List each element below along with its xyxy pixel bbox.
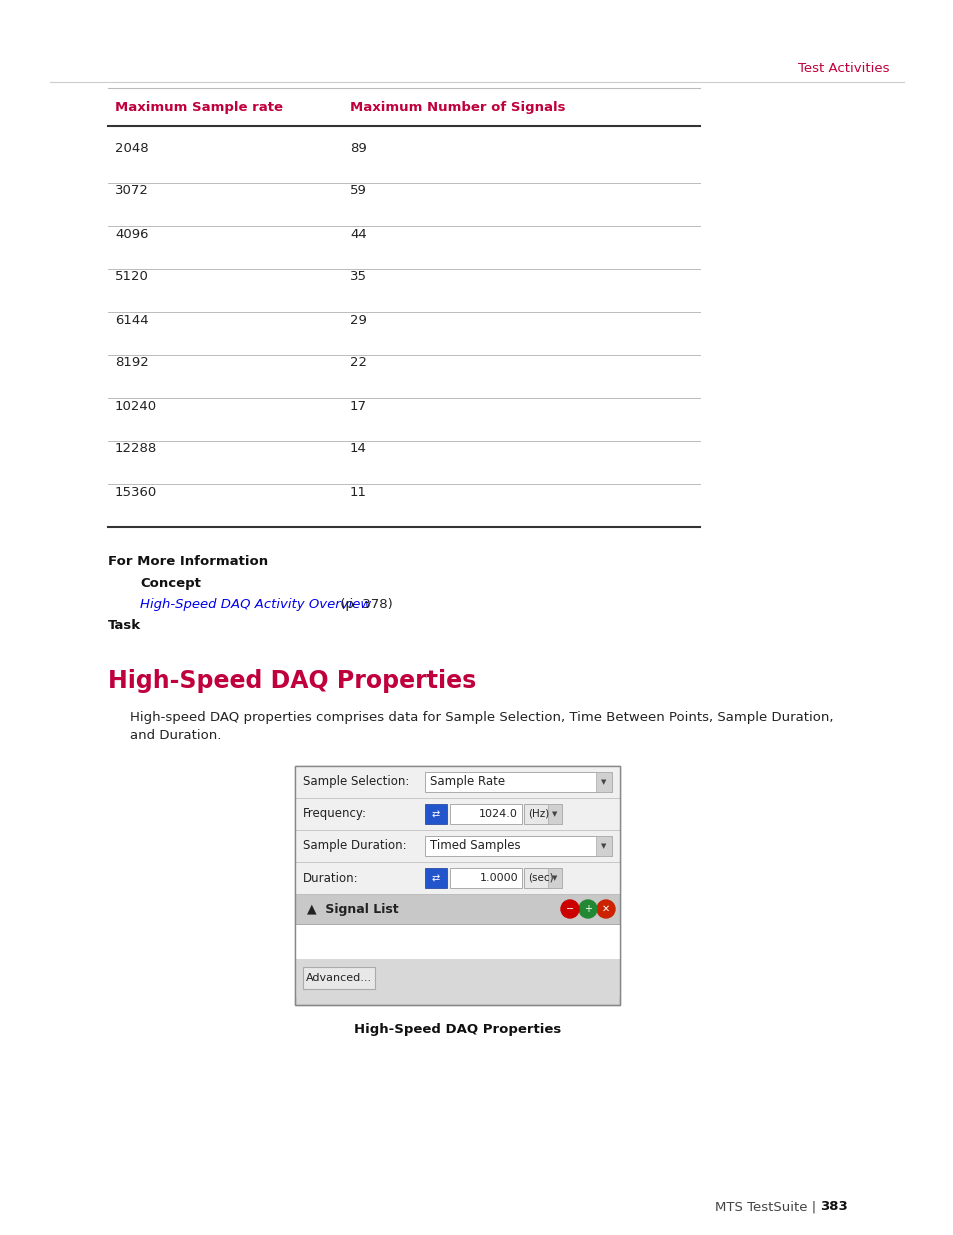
- Text: 3072: 3072: [115, 184, 149, 198]
- Bar: [294, 830, 619, 862]
- Text: 14: 14: [350, 442, 367, 456]
- Text: ⇄: ⇄: [432, 809, 439, 819]
- Bar: [303, 967, 375, 989]
- Text: 22: 22: [350, 357, 367, 369]
- Bar: [596, 772, 612, 792]
- Text: and Duration.: and Duration.: [130, 729, 221, 742]
- Text: Concept: Concept: [140, 577, 201, 590]
- Text: High-Speed DAQ Properties: High-Speed DAQ Properties: [108, 669, 476, 693]
- Text: ⇄: ⇄: [432, 873, 439, 883]
- Text: ▼: ▼: [600, 844, 606, 848]
- Text: High-speed DAQ properties comprises data for Sample Selection, Time Between Poin: High-speed DAQ properties comprises data…: [130, 711, 833, 724]
- Bar: [424, 836, 612, 856]
- Text: 4096: 4096: [115, 227, 149, 241]
- Text: 11: 11: [350, 485, 367, 499]
- Text: Maximum Number of Signals: Maximum Number of Signals: [350, 101, 565, 115]
- Text: 59: 59: [350, 184, 367, 198]
- Text: Frequency:: Frequency:: [303, 808, 367, 820]
- Bar: [294, 894, 619, 924]
- Text: ▼: ▼: [552, 811, 558, 818]
- Text: Duration:: Duration:: [303, 872, 358, 884]
- Text: 8192: 8192: [115, 357, 149, 369]
- Text: 6144: 6144: [115, 314, 149, 326]
- Bar: [294, 798, 619, 830]
- Bar: [294, 766, 619, 798]
- Text: (sec): (sec): [527, 873, 553, 883]
- Text: 5120: 5120: [115, 270, 149, 284]
- Text: −: −: [565, 904, 574, 914]
- Text: 383: 383: [820, 1200, 847, 1214]
- Bar: [294, 960, 619, 997]
- Text: Sample Rate: Sample Rate: [430, 776, 504, 788]
- Text: 1024.0: 1024.0: [478, 809, 517, 819]
- Circle shape: [578, 900, 597, 918]
- Text: 10240: 10240: [115, 399, 157, 412]
- Text: +: +: [583, 904, 592, 914]
- Circle shape: [560, 900, 578, 918]
- Text: ▲  Signal List: ▲ Signal List: [307, 903, 398, 915]
- Text: Task: Task: [108, 619, 141, 632]
- Bar: [424, 804, 447, 824]
- Text: Advanced...: Advanced...: [306, 973, 372, 983]
- Text: 89: 89: [350, 142, 366, 154]
- Bar: [294, 766, 619, 1005]
- Text: 1.0000: 1.0000: [478, 873, 517, 883]
- Text: ✕: ✕: [601, 904, 609, 914]
- Text: (Hz): (Hz): [527, 809, 549, 819]
- Bar: [547, 804, 561, 824]
- Text: Sample Selection:: Sample Selection:: [303, 776, 409, 788]
- Text: 44: 44: [350, 227, 366, 241]
- Bar: [523, 804, 561, 824]
- Text: Timed Samples: Timed Samples: [430, 840, 520, 852]
- Text: High-Speed DAQ Properties: High-Speed DAQ Properties: [354, 1023, 560, 1036]
- Text: Sample Duration:: Sample Duration:: [303, 840, 406, 852]
- Bar: [450, 868, 521, 888]
- Text: ▼: ▼: [600, 779, 606, 785]
- Circle shape: [597, 900, 615, 918]
- Text: Test Activities: Test Activities: [798, 62, 889, 74]
- Text: 29: 29: [350, 314, 367, 326]
- Bar: [596, 836, 612, 856]
- Text: ▼: ▼: [552, 876, 558, 881]
- Bar: [294, 862, 619, 894]
- Text: For More Information: For More Information: [108, 555, 268, 568]
- Text: High-Speed DAQ Activity Overview: High-Speed DAQ Activity Overview: [140, 598, 371, 611]
- Bar: [424, 772, 612, 792]
- Text: MTS TestSuite |: MTS TestSuite |: [714, 1200, 820, 1214]
- Text: 15360: 15360: [115, 485, 157, 499]
- Text: (p. 378): (p. 378): [335, 598, 393, 611]
- Bar: [424, 868, 447, 888]
- Text: 2048: 2048: [115, 142, 149, 154]
- Text: Maximum Sample rate: Maximum Sample rate: [115, 101, 283, 115]
- Text: 17: 17: [350, 399, 367, 412]
- Text: 12288: 12288: [115, 442, 157, 456]
- Bar: [294, 766, 619, 1005]
- Bar: [523, 868, 561, 888]
- Bar: [547, 868, 561, 888]
- Bar: [294, 924, 619, 960]
- Text: 35: 35: [350, 270, 367, 284]
- Bar: [450, 804, 521, 824]
